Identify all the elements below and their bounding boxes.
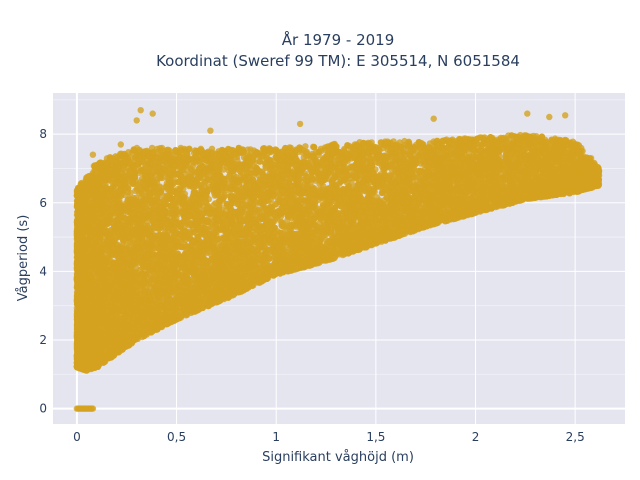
data-points bbox=[73, 107, 603, 412]
